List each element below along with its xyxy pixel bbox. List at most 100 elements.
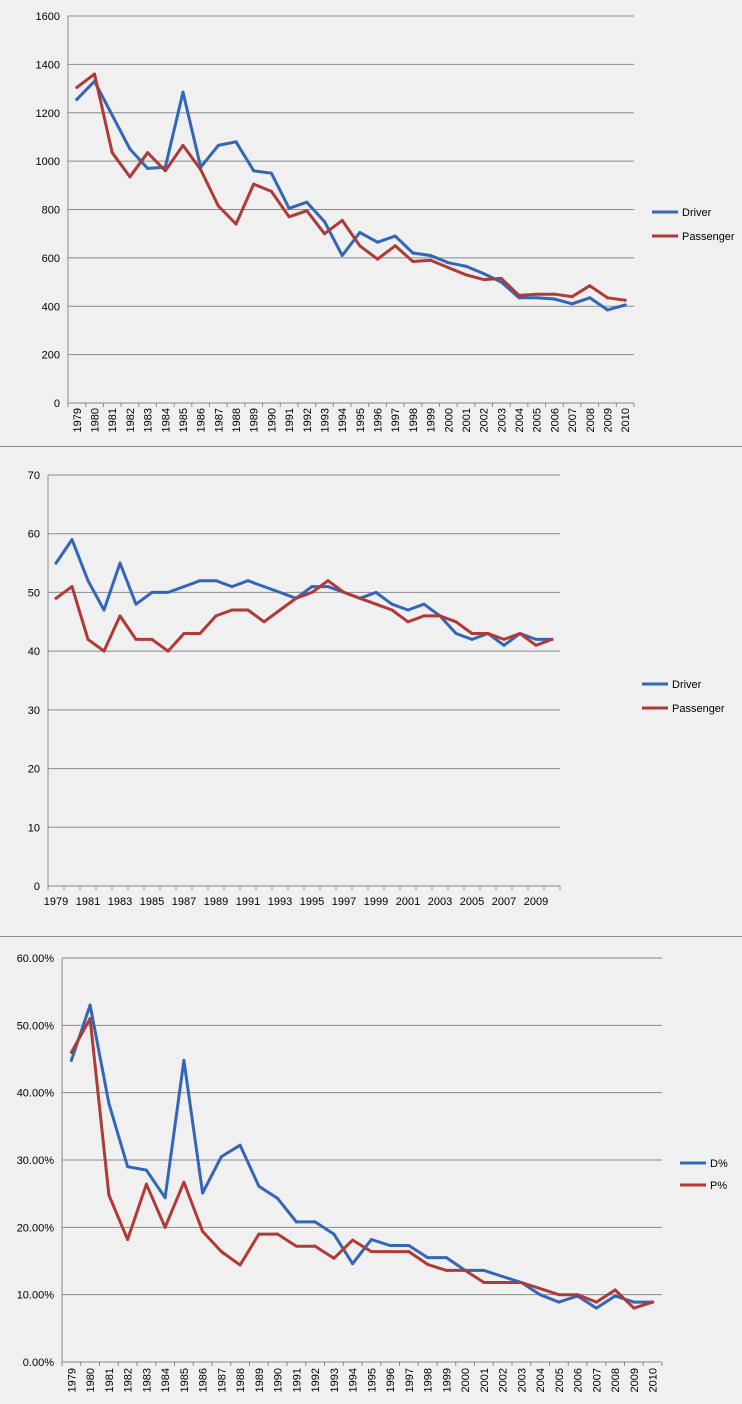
- data-point: [594, 1306, 598, 1310]
- data-point: [182, 1058, 186, 1062]
- legend-label: Driver: [672, 679, 702, 691]
- data-point: [369, 1250, 373, 1254]
- legend-label: D%: [710, 1158, 728, 1170]
- data-point: [374, 590, 378, 594]
- series-line-0: [75, 79, 627, 312]
- data-point: [201, 1229, 205, 1233]
- data-point: [246, 579, 250, 583]
- data-point: [535, 292, 539, 296]
- data-point: [534, 637, 538, 641]
- data-point: [276, 1196, 280, 1200]
- y-tick-label: 1400: [36, 59, 60, 71]
- data-point: [486, 632, 490, 636]
- data-point: [86, 579, 90, 583]
- data-point: [305, 200, 309, 204]
- series-line-1: [75, 72, 627, 302]
- data-point: [454, 620, 458, 624]
- data-point: [70, 538, 74, 542]
- x-tick-label: 1992: [302, 408, 314, 432]
- x-tick-label: 1983: [143, 408, 155, 432]
- y-tick-label: 1600: [36, 11, 60, 23]
- data-point: [358, 596, 362, 600]
- data-point: [535, 296, 539, 300]
- data-point: [358, 230, 362, 234]
- chart-3: 0.00% 10.00% 20.00% 30.00% 40.00% 50.00% 60.00…: [17, 953, 728, 1392]
- data-point: [482, 1281, 486, 1285]
- x-tick-label: 1988: [235, 1368, 247, 1392]
- x-tick-label: 1989: [254, 1368, 266, 1392]
- x-tick-label: 2008: [610, 1368, 622, 1392]
- data-point: [230, 608, 234, 612]
- y-tick-label: 50.00%: [17, 1020, 55, 1032]
- data-point: [376, 240, 380, 244]
- data-point: [181, 90, 185, 94]
- x-tick-label: 2003: [516, 1368, 528, 1392]
- data-point: [276, 1232, 280, 1236]
- data-point: [310, 585, 314, 589]
- data-point: [278, 608, 282, 612]
- data-point: [144, 1168, 148, 1172]
- data-point: [557, 1293, 561, 1297]
- data-point: [128, 175, 132, 179]
- data-point: [216, 143, 220, 147]
- x-tick-label: 1993: [268, 896, 292, 908]
- data-point: [126, 1165, 130, 1169]
- x-tick-label: 2000: [460, 1368, 472, 1392]
- data-point: [313, 1220, 317, 1224]
- series-line-1: [54, 579, 554, 653]
- data-point: [340, 218, 344, 222]
- data-point: [406, 620, 410, 624]
- y-tick-label: 40.00%: [17, 1088, 55, 1100]
- legend-label: Passenger: [682, 231, 735, 243]
- data-point: [538, 1293, 542, 1297]
- data-point: [332, 1256, 336, 1260]
- data-point: [351, 1238, 355, 1242]
- data-point: [182, 1180, 186, 1184]
- data-point: [613, 1294, 617, 1298]
- x-tick-label: 2004: [535, 1368, 547, 1392]
- data-point: [118, 561, 122, 565]
- x-tick-label: 1991: [291, 1368, 303, 1392]
- data-point: [605, 296, 609, 300]
- data-point: [107, 1193, 111, 1197]
- y-tick-label: 200: [42, 350, 60, 362]
- data-point: [54, 596, 58, 600]
- data-point: [393, 234, 397, 238]
- data-point: [393, 244, 397, 248]
- data-point: [219, 1155, 223, 1159]
- x-tick-label: 1990: [266, 408, 278, 432]
- x-tick-label: 2003: [428, 896, 452, 908]
- x-tick-label: 1984: [160, 408, 172, 432]
- x-tick-label: 2004: [514, 408, 526, 432]
- data-point: [499, 280, 503, 284]
- data-point: [107, 1101, 111, 1105]
- data-point: [552, 297, 556, 301]
- data-point: [557, 1300, 561, 1304]
- y-tick-label: 800: [42, 205, 60, 217]
- y-tick-label: 30: [28, 705, 40, 717]
- x-tick-label: 1985: [179, 1368, 191, 1392]
- y-tick-label: 1200: [36, 108, 60, 120]
- series-line-0: [69, 1003, 655, 1310]
- x-tick-label: 2009: [524, 896, 548, 908]
- data-point: [69, 1058, 73, 1062]
- data-point: [605, 308, 609, 312]
- x-tick-label: 2001: [461, 408, 473, 432]
- data-point: [198, 579, 202, 583]
- y-tick-label: 600: [42, 253, 60, 265]
- data-point: [278, 590, 282, 594]
- x-tick-label: 2002: [479, 408, 491, 432]
- data-point: [446, 266, 450, 270]
- x-tick-label: 1983: [108, 896, 132, 908]
- data-point: [146, 166, 150, 170]
- data-point: [570, 295, 574, 299]
- x-tick-label: 1990: [273, 1368, 285, 1392]
- data-point: [88, 1003, 92, 1007]
- x-tick-label: 1986: [198, 1368, 210, 1392]
- data-point: [182, 585, 186, 589]
- data-point: [426, 1256, 430, 1260]
- x-tick-label: 1999: [441, 1368, 453, 1392]
- x-tick-label: 1981: [107, 408, 119, 432]
- data-point: [552, 292, 556, 296]
- data-point: [517, 296, 521, 300]
